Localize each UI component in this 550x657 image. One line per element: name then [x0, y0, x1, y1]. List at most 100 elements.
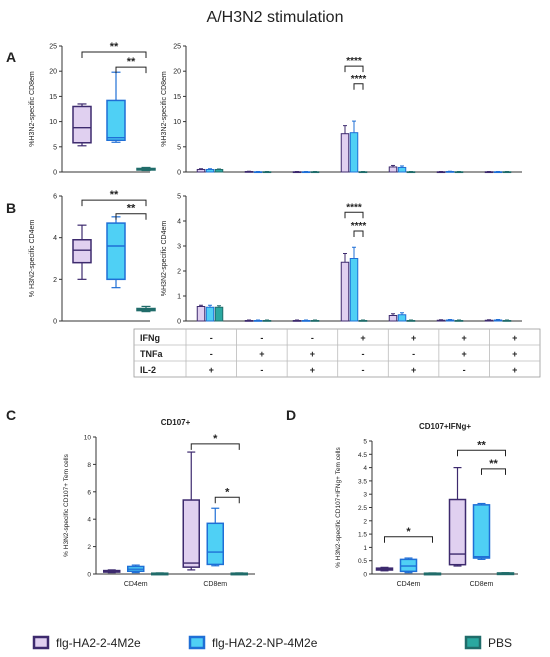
x-tick-label: CD8em — [470, 581, 494, 588]
y-axis-label: % H3N2-specific CD4em — [29, 220, 36, 298]
bar — [484, 319, 494, 322]
significance-label: **** — [351, 221, 367, 232]
box — [72, 105, 92, 144]
bar — [244, 320, 254, 322]
legend-swatch — [32, 635, 50, 650]
bar — [214, 306, 224, 322]
significance-label: ** — [110, 41, 119, 53]
box — [206, 522, 224, 566]
significance-label: ** — [110, 189, 119, 201]
bar — [262, 320, 272, 322]
bar — [340, 133, 350, 173]
y-axis-label: %H3N2-specific CD8em — [161, 71, 168, 147]
box — [106, 99, 126, 141]
significance-bracket — [457, 449, 506, 457]
bar — [358, 320, 368, 322]
table-row-label: IL-2 — [140, 365, 156, 375]
legend: flg-HA2-2-4M2e flg-HA2-2-NP-4M2e PBS — [32, 635, 512, 650]
y-tick-label: 1 — [363, 545, 367, 552]
bar — [436, 319, 446, 322]
table-cell: + — [512, 365, 517, 375]
bar — [196, 306, 206, 322]
table-cell: + — [512, 333, 517, 343]
y-tick-label: 5 — [53, 144, 57, 151]
panel-b-left-chart: 0 2 4 6 % H3N2-specific CD4em ** ** — [29, 189, 156, 326]
y-tick-label: 3 — [177, 244, 181, 251]
y-tick-label: 10 — [49, 119, 57, 126]
significance-label: **** — [346, 56, 362, 67]
table-cell: - — [260, 333, 263, 343]
y-tick-label: 4 — [177, 219, 181, 226]
significance-label: * — [406, 526, 411, 538]
table-cell: + — [360, 333, 365, 343]
significance-label: * — [213, 433, 218, 445]
y-tick-label: 6 — [87, 489, 91, 496]
y-tick-label: 0 — [363, 572, 367, 579]
bar — [214, 168, 224, 173]
bar — [340, 261, 350, 322]
significance-label: ** — [127, 203, 136, 215]
table-cell: - — [260, 365, 263, 375]
x-tick-label: CD4em — [124, 581, 148, 588]
y-tick-label: 5 — [177, 144, 181, 151]
significance-bracket — [384, 536, 433, 543]
y-tick-label: 2 — [53, 277, 57, 284]
bar — [205, 306, 215, 322]
y-tick-label: 15 — [49, 94, 57, 101]
significance-bracket — [344, 65, 364, 73]
panel-a-left-chart: 0 5 10 15 20 25 %H3N2-specific CD8em ** ** — [29, 41, 156, 177]
significance-bracket — [353, 83, 364, 90]
table-cell: - — [463, 365, 466, 375]
y-tick-label: 1 — [177, 294, 181, 301]
bar — [397, 314, 407, 322]
table-border — [133, 328, 541, 378]
y-tick-label: 25 — [49, 44, 57, 51]
table-cell: + — [512, 349, 517, 359]
y-axis-label: % H3N2-specific CD107+IFNg+ Tem cells — [335, 446, 342, 567]
panel-b-right-chart: 0 1 2 3 4 5 %H3N2-specific CD4em **** **** — [161, 194, 522, 326]
panel-c-chart: 0 2 4 6 8 10 % H3N2-specific CD107+ Tem cells C… — [63, 418, 255, 588]
panel-letter-a: A — [6, 49, 16, 65]
legend-label: PBS — [488, 636, 512, 650]
y-axis-label: %H3N2-specific CD4em — [161, 221, 168, 297]
y-tick-label: 5 — [363, 439, 367, 446]
chart-title: CD107+IFNg+ — [419, 422, 471, 431]
bar — [253, 320, 263, 322]
y-tick-label: 10 — [173, 119, 181, 126]
bar — [397, 166, 407, 173]
table-cell: - — [362, 349, 365, 359]
bar — [301, 320, 311, 322]
table-cell: + — [462, 349, 467, 359]
bar — [454, 320, 464, 322]
bar — [292, 320, 302, 322]
y-tick-label: 4 — [363, 465, 367, 472]
significance-label: **** — [351, 74, 367, 85]
significance-bracket — [344, 211, 364, 219]
significance-label: * — [225, 486, 230, 498]
y-tick-label: 0 — [177, 319, 181, 326]
table-row-label: IFNg — [140, 333, 160, 343]
table-cell: - — [210, 349, 213, 359]
y-tick-label: 2.5 — [358, 505, 367, 512]
y-axis-label: %H3N2-specific CD8em — [29, 71, 36, 147]
y-tick-label: 2 — [363, 518, 367, 525]
legend-swatch — [464, 635, 482, 650]
table-row-label: TNFa — [140, 349, 163, 359]
x-tick-label: CD8em — [203, 581, 227, 588]
significance-bracket — [115, 66, 147, 74]
figure-title: A/H3N2 stimulation — [207, 9, 344, 26]
y-tick-label: 10 — [84, 435, 92, 442]
table-cell: + — [310, 349, 315, 359]
table-cell: + — [310, 365, 315, 375]
table-cell: + — [411, 365, 416, 375]
significance-label: ** — [127, 56, 136, 68]
box — [182, 499, 200, 568]
y-tick-label: 4 — [53, 235, 57, 242]
significance-label: ** — [477, 439, 486, 451]
bar — [445, 319, 455, 322]
bar — [388, 315, 398, 322]
y-tick-label: 0 — [53, 319, 57, 326]
y-tick-label: 5 — [177, 194, 181, 201]
table-cell: + — [462, 333, 467, 343]
